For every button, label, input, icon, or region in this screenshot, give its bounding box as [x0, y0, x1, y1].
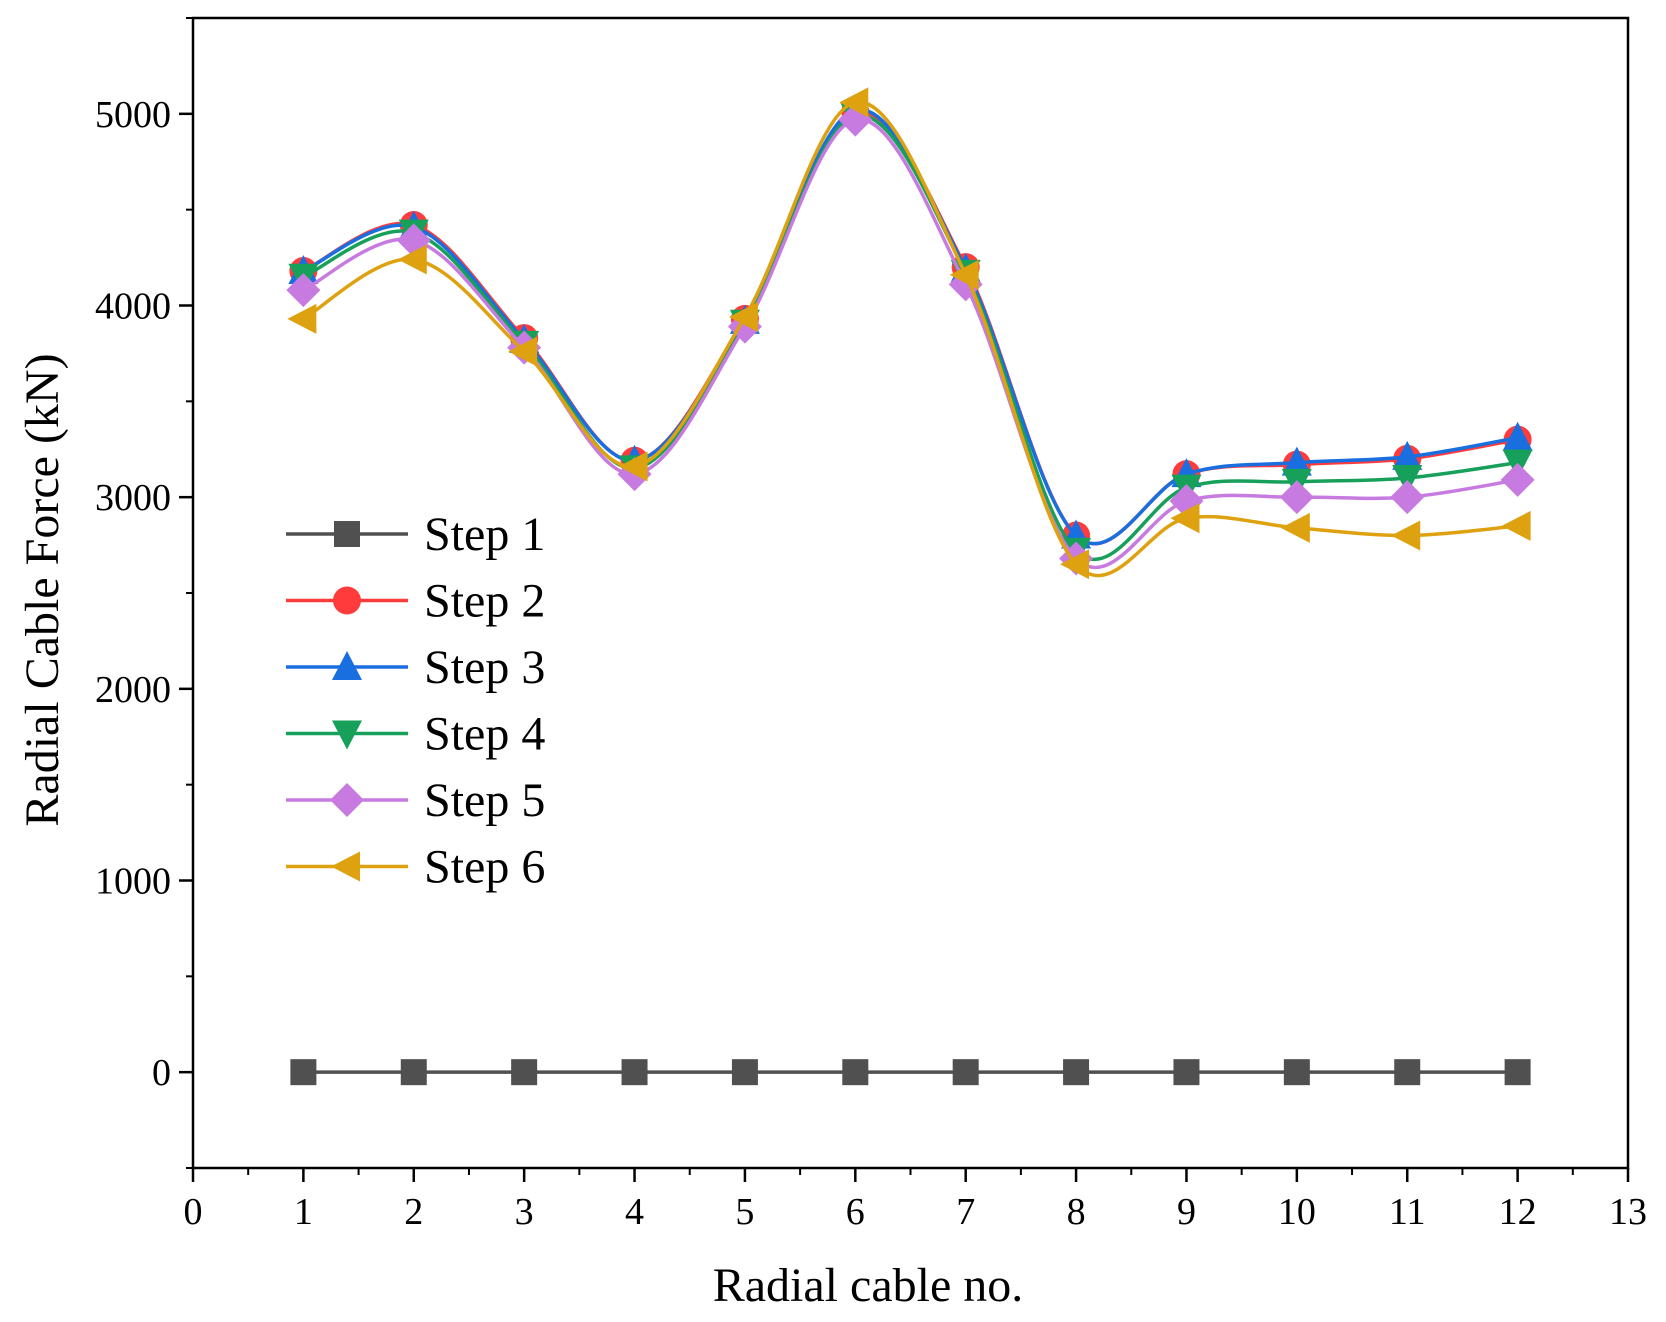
legend-item-step-6: Step 6	[286, 841, 545, 894]
data-point-step-3	[1392, 440, 1423, 470]
legend: Step 1 Step 2 Step 3 Step 4 Step 5 Step 6	[286, 508, 545, 894]
data-point-step-6	[397, 244, 427, 275]
y-axis-title: Radial Cable Force (kN)	[16, 353, 69, 826]
data-point-step-3	[1281, 446, 1312, 476]
data-point-step-5	[1390, 480, 1425, 515]
data-point-step-1	[731, 1059, 758, 1086]
data-point-step-1	[1173, 1059, 1200, 1086]
data-point-step-6	[1170, 503, 1200, 534]
legend-label: Step 4	[424, 708, 545, 761]
legend-marker	[330, 783, 364, 817]
legend-marker	[331, 851, 360, 882]
x-tick-label: 3	[515, 1191, 534, 1233]
x-tick-label: 8	[1067, 1191, 1086, 1233]
data-point-step-1	[290, 1059, 317, 1086]
legend-item-step-1: Step 1	[286, 508, 545, 561]
x-tick-label: 7	[956, 1191, 975, 1233]
y-tick-label: 2000	[95, 669, 171, 711]
data-point-step-6	[1060, 549, 1090, 580]
legend-marker	[334, 521, 360, 547]
x-tick-label: 1	[294, 1191, 313, 1233]
data-point-step-6	[728, 302, 758, 332]
legend-item-step-3: Step 3	[286, 641, 545, 694]
plot-area	[286, 87, 1535, 1086]
x-tick-label: 11	[1389, 1191, 1426, 1233]
legend-label: Step 2	[424, 575, 545, 628]
series-step-1	[290, 1059, 1531, 1086]
x-axis-title: Radial cable no.	[713, 1259, 1024, 1312]
data-point-step-6	[508, 336, 538, 367]
legend-item-step-5: Step 5	[286, 774, 545, 827]
x-tick-label: 5	[735, 1191, 754, 1233]
y-tick-label: 1000	[95, 861, 171, 903]
legend-label: Step 5	[424, 774, 545, 827]
x-tick-label: 13	[1609, 1191, 1647, 1233]
legend-label: Step 3	[424, 641, 545, 694]
data-point-step-5	[396, 223, 431, 258]
series-step-5	[286, 102, 1535, 576]
legend-marker	[332, 651, 362, 680]
data-point-step-4	[1392, 465, 1423, 494]
data-point-step-6	[618, 451, 648, 482]
y-tick-label: 0	[152, 1052, 171, 1094]
data-point-step-5	[286, 273, 321, 308]
y-tick-label: 3000	[95, 477, 171, 519]
series-line-step-2	[302, 109, 1518, 546]
data-point-step-3	[1502, 421, 1533, 451]
x-tick-label: 9	[1177, 1191, 1196, 1233]
x-tick-label: 6	[846, 1191, 865, 1233]
data-point-step-6	[1501, 510, 1531, 541]
data-point-step-1	[952, 1059, 979, 1086]
x-tick-label: 4	[625, 1191, 644, 1233]
data-point-step-1	[1394, 1059, 1421, 1086]
y-tick-label: 5000	[95, 94, 171, 136]
data-point-step-5	[1279, 480, 1314, 515]
legend-marker	[333, 586, 361, 615]
legend-label: Step 6	[424, 841, 545, 894]
x-tick-label: 12	[1499, 1191, 1537, 1233]
data-point-step-1	[1063, 1059, 1090, 1086]
y-tick-label: 4000	[95, 286, 171, 328]
series-step-6	[287, 87, 1531, 580]
data-point-step-1	[400, 1059, 427, 1086]
data-point-step-1	[1283, 1059, 1310, 1086]
data-point-step-1	[621, 1059, 648, 1086]
data-point-step-6	[1391, 520, 1421, 551]
legend-item-step-2: Step 2	[286, 575, 545, 628]
data-point-step-1	[1504, 1059, 1531, 1086]
data-point-step-6	[287, 303, 317, 334]
data-point-step-5	[1500, 462, 1535, 497]
plot-frame	[191, 16, 1630, 1170]
x-tick-label: 10	[1278, 1191, 1316, 1233]
x-tick-label: 2	[404, 1191, 423, 1233]
legend-label: Step 1	[424, 508, 545, 561]
x-tick-label: 0	[184, 1191, 203, 1233]
data-point-step-6	[949, 259, 979, 290]
data-point-step-1	[511, 1059, 538, 1086]
series-line-step-4	[302, 113, 1518, 561]
data-point-step-6	[1280, 512, 1310, 543]
legend-item-step-4: Step 4	[286, 708, 545, 761]
data-point-step-6	[839, 87, 869, 118]
series-line-step-5	[302, 117, 1518, 569]
data-point-step-1	[842, 1059, 869, 1086]
legend-marker	[332, 720, 362, 750]
